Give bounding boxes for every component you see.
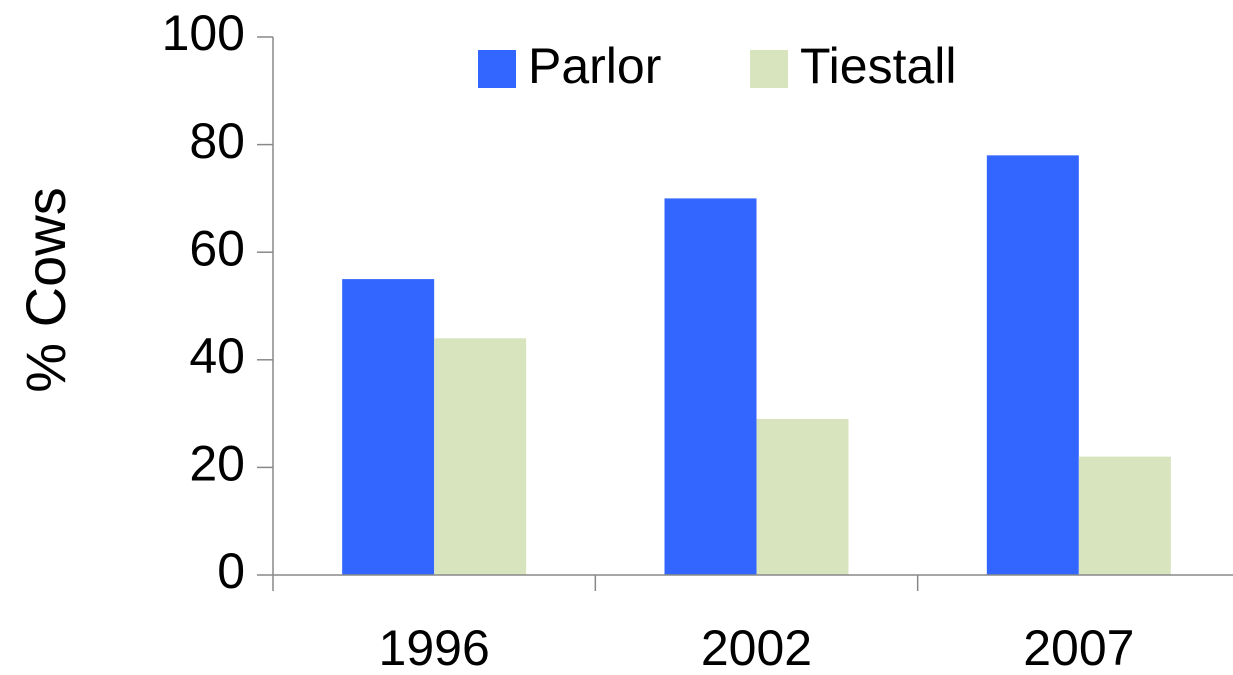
- bar: [756, 418, 849, 575]
- bar: [342, 279, 435, 575]
- bar: [986, 155, 1079, 576]
- legend-label: Parlor: [528, 38, 661, 94]
- legend-swatch: [478, 50, 516, 88]
- y-tick-label: 60: [189, 220, 245, 276]
- legend-label: Tiestall: [800, 38, 957, 94]
- y-tick-label: 80: [189, 113, 245, 169]
- y-tick-label: 40: [189, 328, 245, 384]
- y-axis-label: % Cows: [14, 187, 77, 392]
- x-tick-label: 2002: [701, 620, 812, 675]
- y-tick-label: 20: [189, 436, 245, 492]
- x-tick-label: 1996: [379, 620, 490, 675]
- bar: [1078, 456, 1171, 575]
- y-tick-label: 0: [217, 543, 245, 599]
- bar: [664, 198, 757, 575]
- x-tick-label: 2007: [1023, 620, 1134, 675]
- bar: [434, 338, 527, 575]
- y-tick-label: 100: [162, 5, 245, 61]
- legend-swatch: [750, 50, 788, 88]
